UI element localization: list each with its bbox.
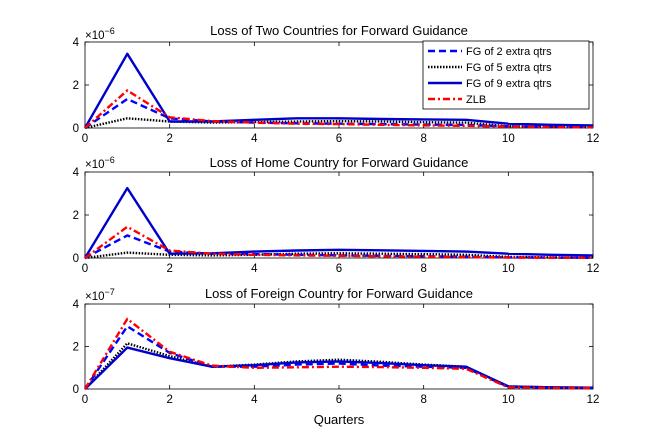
x-tick-label: 12 — [587, 394, 600, 406]
y-tick-label: 2 — [73, 80, 79, 92]
x-tick-label: 10 — [502, 133, 515, 145]
y-exponent-label: ×10−6 — [85, 26, 115, 42]
panel-two-countries: Loss of Two Countries for Forward Guidan… — [73, 23, 600, 145]
series-line-fg9 — [83, 186, 594, 259]
legend-label-zlb: ZLB — [466, 94, 486, 106]
x-tick-label: 0 — [82, 133, 88, 145]
x-tick-label: 12 — [587, 263, 600, 275]
panel-home-country: Loss of Home Country for Forward Guidanc… — [73, 155, 600, 275]
y-tick-label: 0 — [73, 253, 79, 265]
x-tick-label: 4 — [251, 263, 258, 275]
panel-title: Loss of Two Countries for Forward Guidan… — [210, 23, 468, 38]
panel-title: Loss of Home Country for Forward Guidanc… — [210, 155, 469, 170]
legend: FG of 2 extra qtrs FG of 5 extra qtrs FG… — [422, 40, 590, 110]
legend-label-fg5: FG of 5 extra qtrs — [466, 62, 552, 74]
y-tick-label: 0 — [73, 384, 79, 396]
y-tick-label: 4 — [73, 37, 80, 49]
y-exponent-label: ×10−6 — [85, 155, 115, 171]
series-line-fg9 — [84, 346, 594, 390]
legend-label-fg9: FG of 9 extra qtrs — [466, 78, 552, 90]
series-line-fg5 — [84, 117, 594, 130]
series-line-zlb — [83, 317, 594, 390]
y-tick-label: 4 — [73, 299, 80, 311]
x-tick-label: 8 — [420, 394, 426, 406]
x-tick-label: 6 — [336, 133, 342, 145]
y-tick-label: 0 — [73, 123, 79, 135]
x-tick-label: 0 — [82, 394, 88, 406]
x-tick-label: 8 — [420, 133, 426, 145]
series-line-fg9 — [83, 52, 594, 129]
x-tick-label: 8 — [420, 263, 426, 275]
x-tick-label: 4 — [251, 133, 258, 145]
x-tick-label: 4 — [251, 394, 258, 406]
legend-box — [422, 40, 590, 110]
series-line-fg2 — [84, 325, 594, 390]
y-tick-label: 2 — [73, 210, 79, 222]
x-tick-label: 12 — [587, 133, 600, 145]
x-tick-label: 6 — [336, 263, 342, 275]
series-line-zlb — [84, 89, 594, 129]
x-tick-label: 2 — [166, 263, 172, 275]
legend-label-fg2: FG of 2 extra qtrs — [466, 46, 552, 58]
y-tick-label: 2 — [73, 342, 79, 354]
panel-foreign-country: Loss of Foreign Country for Forward Guid… — [73, 286, 600, 406]
x-tick-label: 6 — [336, 394, 342, 406]
panel-title: Loss of Foreign Country for Forward Guid… — [205, 286, 473, 301]
x-tick-label: 10 — [502, 394, 515, 406]
series-line-zlb — [84, 225, 593, 259]
x-tick-label: 0 — [82, 263, 88, 275]
series-line-fg5 — [84, 342, 594, 390]
y-exponent-label: ×10−7 — [85, 287, 115, 303]
x-tick-label: 10 — [502, 263, 515, 275]
x-tick-label: 2 — [166, 394, 172, 406]
x-tick-label: 2 — [166, 133, 172, 145]
y-tick-label: 4 — [73, 167, 80, 179]
x-axis-label: Quarters — [314, 412, 365, 427]
